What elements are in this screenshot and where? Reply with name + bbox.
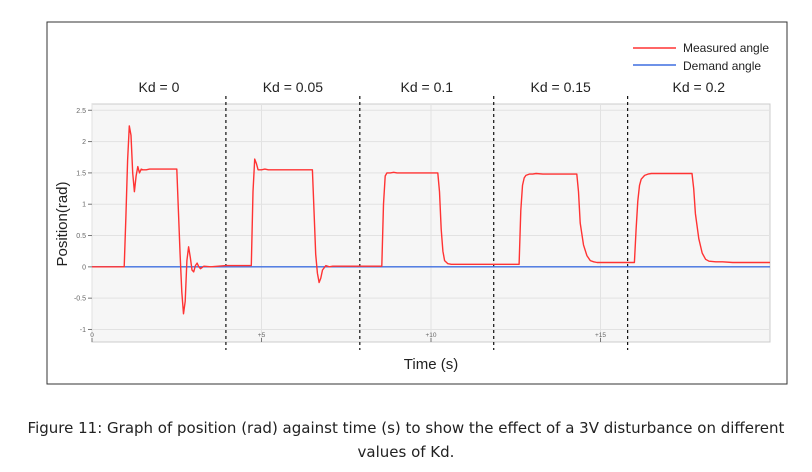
x-tick-label: +10 <box>425 332 436 339</box>
y-tick-label: 1 <box>82 202 86 209</box>
series-line-measured-angle <box>92 125 770 315</box>
legend-label-demand-angle: Demand angle <box>683 59 761 73</box>
segment-label: Kd = 0 <box>139 79 180 95</box>
series-lines <box>92 125 770 315</box>
caption-line-2: values of Kd. <box>357 443 455 461</box>
segment-dividers <box>225 96 629 350</box>
y-tick-label: 1.5 <box>76 170 86 177</box>
segment-label: Kd = 0.1 <box>400 79 453 95</box>
segment-label: Kd = 0.2 <box>673 79 726 95</box>
x-tick-label: +15 <box>595 332 606 339</box>
segment-labels: Kd = 0 Kd = 0.05 Kd = 0.1 Kd = 0.15 Kd = 0.2 <box>139 79 726 95</box>
segment-label: Kd = 0.15 <box>531 79 592 95</box>
chart-figure: 2.521.510.50-0.5-1 0 +5 +10 +15 Kd = 0 Kd = … <box>46 21 788 385</box>
caption-line-1: Figure 11: Graph of position (rad) again… <box>27 419 785 437</box>
y-axis-label: Position(rad) <box>54 181 71 266</box>
y-tick-label: 2 <box>82 139 86 146</box>
y-tick-label: -0.5 <box>74 296 86 303</box>
y-axis-ticks: 2.5 2 1.5 1 0.5 0 -0.5 -1 <box>74 108 92 334</box>
legend: Measured angle Demand angle <box>633 41 769 73</box>
y-tick-label: 2.5 <box>76 108 86 115</box>
x-tick-label: +5 <box>258 332 266 339</box>
y-tick-label: 0.5 <box>76 233 86 240</box>
legend-label-measured-angle: Measured angle <box>683 41 769 55</box>
x-axis-ticks: 0 +5 +10 +15 <box>90 332 606 342</box>
x-tick-label: 0 <box>90 332 94 339</box>
figure-caption: Figure 11: Graph of position (rad) again… <box>0 416 812 464</box>
x-axis-label: Time (s) <box>404 356 458 373</box>
y-tick-label: 0 <box>82 264 86 271</box>
segment-label: Kd = 0.05 <box>263 79 324 95</box>
y-tick-label: -1 <box>80 327 86 334</box>
